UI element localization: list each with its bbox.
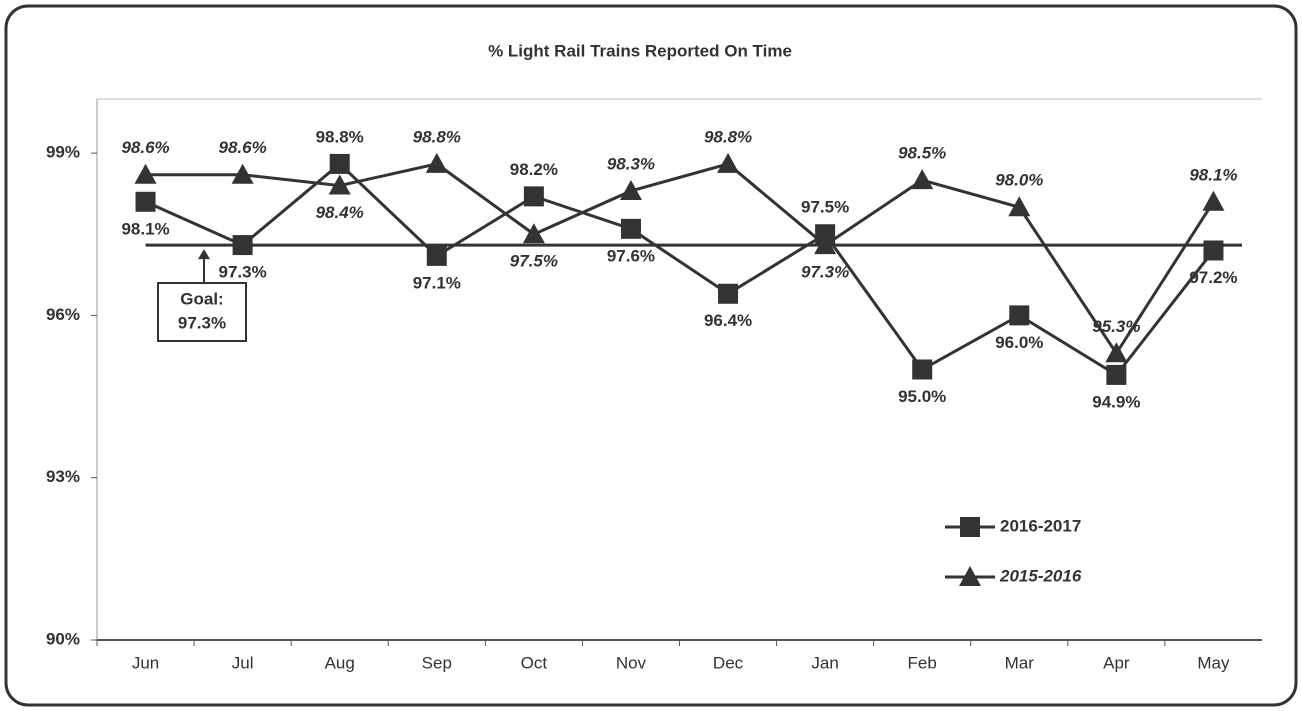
x-tick-label: Jun [132, 653, 159, 672]
y-tick-label: 93% [46, 467, 80, 486]
data-label: 98.4% [316, 203, 364, 222]
marker [718, 283, 739, 304]
y-tick-label: 99% [46, 143, 80, 162]
data-label: 98.6% [219, 138, 267, 157]
y-tick-label: 90% [46, 629, 80, 648]
x-tick-label: Jan [811, 653, 838, 672]
data-label: 97.5% [801, 198, 849, 217]
data-label: 98.0% [995, 171, 1043, 190]
goal-arrowhead [198, 249, 210, 260]
marker [426, 245, 447, 266]
data-label: 98.8% [413, 127, 461, 146]
data-label: 98.2% [510, 160, 558, 179]
data-label: 98.6% [121, 138, 169, 157]
data-label: 96.0% [995, 333, 1043, 352]
marker [620, 218, 641, 239]
x-tick-label: Aug [325, 653, 355, 672]
marker [135, 191, 156, 212]
marker [717, 152, 740, 173]
y-tick-label: 96% [46, 305, 80, 324]
data-label: 97.3% [219, 263, 267, 282]
data-label: 95.3% [1092, 317, 1140, 336]
data-label: 98.8% [316, 127, 364, 146]
marker [911, 169, 934, 190]
x-tick-label: Apr [1103, 653, 1130, 672]
data-label: 95.0% [898, 387, 946, 406]
data-label: 98.8% [704, 127, 752, 146]
x-tick-label: Feb [908, 653, 937, 672]
marker [1009, 305, 1030, 326]
marker [959, 566, 981, 586]
marker [1008, 196, 1031, 217]
x-tick-label: Dec [713, 653, 744, 672]
marker [912, 359, 933, 380]
x-tick-label: Oct [521, 653, 548, 672]
marker [522, 223, 545, 244]
data-label: 98.5% [898, 144, 946, 163]
data-label: 96.4% [704, 311, 752, 330]
data-label: 97.2% [1189, 268, 1237, 287]
data-label: 97.5% [510, 252, 558, 271]
marker [814, 234, 837, 255]
x-tick-label: Jul [232, 653, 254, 672]
marker [1203, 240, 1224, 261]
data-label: 97.6% [607, 246, 655, 265]
marker [231, 163, 254, 184]
data-label: 98.3% [607, 154, 655, 173]
x-tick-label: Nov [616, 653, 647, 672]
marker [329, 153, 350, 174]
data-label: 97.1% [413, 273, 461, 292]
marker [232, 235, 253, 256]
marker [1202, 190, 1225, 211]
marker [134, 163, 157, 184]
series-line [145, 162, 1215, 357]
x-tick-label: Mar [1005, 653, 1035, 672]
x-tick-label: May [1197, 653, 1230, 672]
legend-label: 2016-2017 [1000, 516, 1081, 535]
goal-box [157, 282, 247, 342]
data-label: 98.1% [1189, 165, 1237, 184]
data-label: 94.9% [1092, 392, 1140, 411]
series-line [144, 161, 1215, 377]
legend-label: 2015-2016 [999, 566, 1082, 585]
marker [1106, 364, 1127, 385]
chart-title: % Light Rail Trains Reported On Time [488, 41, 792, 60]
goal-label: Goal: [180, 289, 223, 308]
data-label: 97.3% [801, 263, 849, 282]
data-label: 98.1% [121, 219, 169, 238]
marker [960, 517, 980, 537]
marker [523, 186, 544, 207]
marker [425, 152, 448, 173]
marker [1105, 342, 1128, 363]
marker [328, 174, 351, 195]
x-tick-label: Sep [422, 653, 452, 672]
frame [4, 4, 1298, 707]
marker [619, 179, 642, 200]
goal-label: 97.3% [178, 313, 226, 332]
